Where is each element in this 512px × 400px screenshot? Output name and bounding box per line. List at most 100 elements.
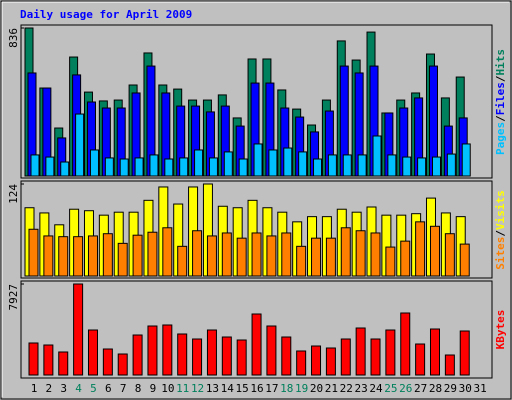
bar	[132, 234, 143, 277]
bar	[58, 351, 69, 376]
bar	[372, 135, 382, 177]
bar	[73, 283, 84, 376]
x-tick-label: 29	[444, 382, 457, 395]
chart-title: Daily usage for April 2009	[20, 8, 192, 21]
x-tick-label: 26	[399, 382, 412, 395]
bar	[28, 342, 39, 376]
bar	[327, 154, 337, 177]
x-tick-label: 9	[150, 382, 157, 395]
bar	[370, 338, 381, 376]
bar	[266, 325, 277, 376]
bar	[43, 344, 54, 376]
bar	[102, 233, 113, 277]
bar	[149, 154, 159, 177]
bar	[385, 329, 396, 376]
x-tick-label: 7	[120, 382, 127, 395]
bar	[251, 232, 262, 277]
x-tick-label: 22	[340, 382, 353, 395]
bar	[238, 158, 248, 177]
bar	[75, 113, 85, 177]
bar	[164, 158, 174, 177]
bar	[355, 327, 366, 376]
bar	[431, 156, 441, 177]
bar	[253, 143, 263, 177]
x-tick-label: 8	[135, 382, 142, 395]
x-tick-label: 2	[46, 382, 53, 395]
bar	[87, 235, 98, 277]
bar	[446, 153, 456, 177]
bar	[221, 336, 232, 376]
bar	[296, 245, 307, 277]
bar	[192, 230, 203, 277]
bar	[355, 230, 366, 277]
bar	[147, 231, 158, 277]
bar	[429, 225, 440, 277]
bar	[325, 347, 336, 376]
bar	[236, 237, 247, 277]
bar	[342, 154, 352, 177]
x-tick-label: 14	[221, 382, 235, 395]
legend: Sites/Visits	[494, 190, 507, 270]
bar	[444, 233, 455, 277]
bar	[147, 325, 158, 376]
bar	[73, 236, 84, 277]
y-tick-label: 836	[7, 28, 20, 48]
bar	[192, 338, 203, 376]
bar	[400, 240, 411, 277]
x-tick-label: 23	[355, 382, 368, 395]
bar	[134, 157, 144, 177]
x-tick-label: 28	[429, 382, 442, 395]
y-tick-label: 7927	[7, 284, 20, 311]
bar	[30, 154, 40, 177]
bar	[194, 149, 204, 177]
legend-entry: Sites	[494, 237, 507, 270]
bar	[28, 228, 39, 277]
bar	[281, 232, 292, 277]
legend-separator: /	[494, 75, 507, 82]
x-tick-label: 21	[325, 382, 338, 395]
x-tick-label: 6	[105, 382, 112, 395]
x-tick-label: 30	[459, 382, 472, 395]
bar	[223, 151, 233, 177]
x-tick-label: 10	[161, 382, 174, 395]
bar	[251, 313, 262, 376]
bar	[179, 157, 189, 177]
bar	[385, 246, 396, 277]
bar	[162, 324, 173, 376]
bar	[459, 243, 470, 277]
bar	[104, 157, 114, 177]
bar	[444, 354, 455, 376]
x-tick-label: 24	[369, 382, 383, 395]
x-tick-label: 3	[60, 382, 67, 395]
bar	[60, 161, 70, 177]
legend-separator: /	[494, 230, 507, 237]
bar	[162, 227, 173, 277]
x-tick-label: 15	[236, 382, 249, 395]
legend-entry: Hits	[494, 49, 507, 76]
bar	[283, 147, 293, 177]
x-tick-label: 12	[191, 382, 204, 395]
bar	[325, 237, 336, 277]
legend-entry: Visits	[494, 190, 507, 230]
bar	[268, 149, 278, 177]
bar	[340, 338, 351, 376]
x-tick-label: 18	[280, 382, 293, 395]
bar	[429, 328, 440, 376]
x-tick-label: 13	[206, 382, 219, 395]
bar	[415, 221, 426, 277]
x-tick-label: 25	[384, 382, 397, 395]
bar	[417, 157, 427, 177]
bar	[370, 232, 381, 277]
bar	[311, 237, 322, 277]
x-tick-label: 17	[265, 382, 278, 395]
bar	[266, 235, 277, 277]
bar	[459, 330, 470, 376]
x-tick-label: 16	[250, 382, 263, 395]
bar	[206, 235, 217, 277]
legend-separator: /	[494, 115, 507, 122]
bar	[236, 339, 247, 376]
x-tick-label: 11	[176, 382, 189, 395]
x-tick-label: 5	[90, 382, 97, 395]
